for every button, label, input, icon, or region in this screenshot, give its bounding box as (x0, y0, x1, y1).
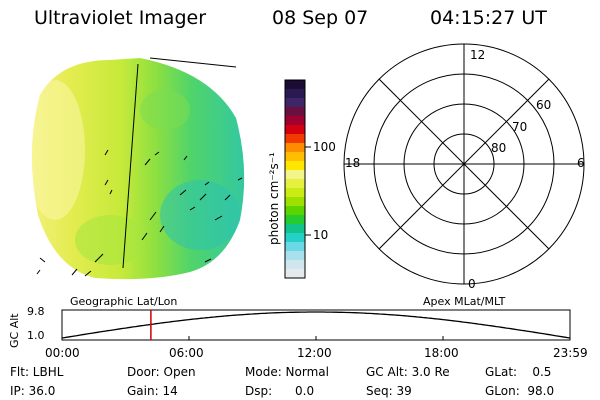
status-door: Door: Open (127, 365, 196, 379)
colorbar-stripe (285, 80, 305, 90)
timeline-xtick-1800: 18:00 (424, 346, 459, 360)
status-dsp: Dsp: 0.0 (245, 384, 315, 398)
uv-earth-image (31, 57, 245, 280)
polar-label-12: 12 (470, 48, 486, 62)
colorbar-stripe (285, 233, 305, 243)
polar-ring-70: 70 (512, 120, 528, 134)
colorbar-stripe (285, 224, 305, 234)
polar-label-0: 0 (468, 277, 476, 291)
colorbar-stripe (285, 98, 305, 108)
status-seq: Seq: 39 (366, 384, 412, 398)
colorbar-stripe (285, 242, 305, 252)
timeline-xtick-1200: 12:00 (297, 346, 332, 360)
colorbar (284, 79, 311, 279)
colorbar-stripe (285, 197, 305, 207)
polar-dial (343, 43, 585, 285)
colorbar-stripe (285, 260, 305, 270)
timeline-xtick-2359: 23:59 (553, 346, 588, 360)
colorbar-stripe (285, 170, 305, 180)
colorbar-stripe (285, 161, 305, 171)
status-mode: Mode: Normal (245, 365, 329, 379)
colorbar-stripe (285, 179, 305, 189)
timeline-left-label: Geographic Lat/Lon (70, 295, 178, 308)
status-filter: Flt: LBHL (10, 365, 64, 379)
colorbar-tick-10: 10 (313, 228, 329, 242)
colorbar-stripe (285, 107, 305, 117)
colorbar-tick-100: 100 (313, 140, 336, 154)
colorbar-stripe (285, 206, 305, 216)
colorbar-stripe (285, 134, 305, 144)
colorbar-stripe (285, 89, 305, 99)
status-glon: GLon: 98.0 (485, 384, 555, 398)
timeline-xtick-0600: 06:00 (169, 346, 204, 360)
polar-label-6: 6 (577, 156, 585, 170)
colorbar-stripe (285, 143, 305, 153)
polar-label-18: 18 (345, 156, 361, 170)
colorbar-stripe (285, 269, 305, 279)
observation-time: 04:15:27 UT (430, 7, 547, 29)
colorbar-unit-label: photon cm⁻²s⁻¹ (267, 152, 281, 245)
polar-ring-60: 60 (536, 98, 552, 112)
status-gc-alt: GC Alt: 3.0 Re (366, 365, 450, 379)
altitude-timeline (61, 309, 571, 341)
status-glat: GLat: 0.5 (485, 365, 552, 379)
colorbar-stripe (285, 152, 305, 162)
colorbar-stripe (285, 251, 305, 261)
colorbar-stripe (285, 215, 305, 225)
timeline-xtick-0000: 00:00 (45, 346, 80, 360)
timeline-ytick-9.8: 9.8 (27, 305, 45, 318)
colorbar-stripe (285, 188, 305, 198)
colorbar-stripe (285, 125, 305, 135)
timeline-right-label: Apex MLat/MLT (423, 295, 506, 308)
polar-ring-80: 80 (491, 141, 507, 155)
timeline-ytick-1.0: 1.0 (27, 329, 45, 342)
timeline-axis-title: GC Alt (8, 313, 21, 348)
colorbar-stripe (285, 116, 305, 126)
status-gain: Gain: 14 (127, 384, 178, 398)
observation-date: 08 Sep 07 (272, 7, 369, 29)
status-ip: IP: 36.0 (10, 384, 56, 398)
imager-title: Ultraviolet Imager (34, 7, 207, 29)
